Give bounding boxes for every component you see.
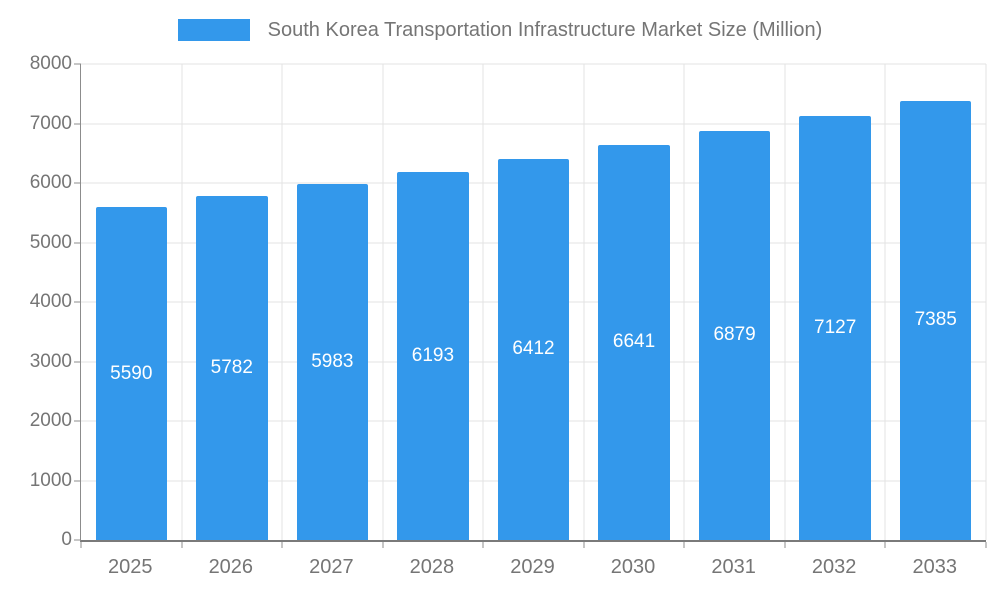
bar-value-label: 6412 (512, 338, 555, 360)
x-tick (382, 542, 384, 548)
x-axis-label: 2027 (309, 556, 354, 578)
y-axis-label: 5000 (29, 231, 72, 253)
v-gridline (985, 64, 987, 540)
x-tick (884, 542, 886, 548)
y-tick (74, 242, 81, 243)
x-axis-label: 2033 (912, 556, 957, 578)
x-tick (281, 542, 283, 548)
y-axis-label: 6000 (29, 172, 72, 193)
v-gridline (281, 64, 283, 540)
x-axis-label: 2030 (610, 556, 656, 578)
y-tick (74, 123, 81, 124)
x-axis-label: 2029 (510, 556, 555, 578)
x-axis-label: 2025 (108, 556, 153, 578)
bar[interactable]: 6193 (397, 171, 469, 540)
bar-value-label: 5782 (210, 356, 253, 378)
v-gridline (884, 64, 886, 540)
h-gridline (81, 63, 986, 65)
x-axis-label: 2032 (811, 556, 857, 578)
x-tick (482, 542, 484, 548)
y-tick (74, 539, 81, 541)
y-axis-label: 1000 (29, 469, 72, 491)
bar[interactable]: 6879 (698, 130, 771, 540)
v-gridline (683, 64, 685, 540)
legend-swatch[interactable] (177, 19, 250, 41)
bar-value-label: 6641 (612, 331, 656, 353)
y-axis-label: 3000 (29, 350, 72, 372)
bar[interactable]: 7385 (900, 100, 972, 540)
x-tick (683, 542, 685, 548)
bar[interactable]: 5782 (196, 195, 268, 540)
v-gridline (583, 64, 585, 540)
v-gridline (181, 64, 183, 540)
x-tick (784, 542, 786, 548)
v-gridline (382, 64, 384, 540)
bar[interactable]: 7127 (799, 115, 871, 540)
y-axis: 0 1000 2000 3000 4000 5000 6000 7000 8000 (0, 53, 72, 550)
bar-value-label: 6193 (411, 344, 455, 366)
x-axis-label: 2026 (208, 556, 254, 578)
h-gridline (81, 123, 986, 124)
y-axis-label: 7000 (29, 112, 72, 134)
bar[interactable]: 6641 (598, 144, 670, 540)
x-tick (181, 542, 183, 548)
bar[interactable]: 6412 (497, 158, 570, 540)
legend-label: South Korea Transportation Infrastructur… (267, 18, 823, 41)
y-tick (74, 182, 81, 184)
y-axis-label: 8000 (29, 53, 72, 74)
x-tick (80, 542, 82, 548)
y-axis-label: 0 (61, 529, 72, 550)
x-axis: 2025 2026 2027 2028 2029 2030 2031 2032 2033 (80, 556, 985, 586)
v-gridline (784, 64, 786, 540)
x-axis-label: 2028 (409, 556, 455, 578)
v-gridline (482, 64, 484, 540)
bar-value-label: 7127 (814, 316, 857, 338)
y-tick (74, 63, 81, 65)
y-tick (74, 480, 81, 481)
bar[interactable]: 5983 (296, 184, 369, 540)
bar-value-label: 7385 (914, 309, 957, 331)
y-tick (74, 301, 81, 303)
bar[interactable]: 5590 (95, 207, 167, 540)
plot-area: 5590 5782 5983 6193 6412 6641 6879 7127 7385 (74, 63, 987, 548)
y-axis-label: 4000 (29, 291, 72, 312)
bar-value-label: 6879 (713, 324, 756, 346)
y-tick (74, 361, 81, 362)
x-axis-label: 2031 (711, 556, 756, 578)
y-axis-label: 2000 (29, 410, 72, 431)
bar-value-label: 5590 (110, 362, 153, 384)
x-tick (985, 542, 987, 548)
y-tick (74, 420, 81, 422)
legend[interactable]: South Korea Transportation Infrastructur… (0, 16, 1000, 44)
x-tick (583, 542, 585, 548)
bar-value-label: 5983 (311, 351, 354, 372)
